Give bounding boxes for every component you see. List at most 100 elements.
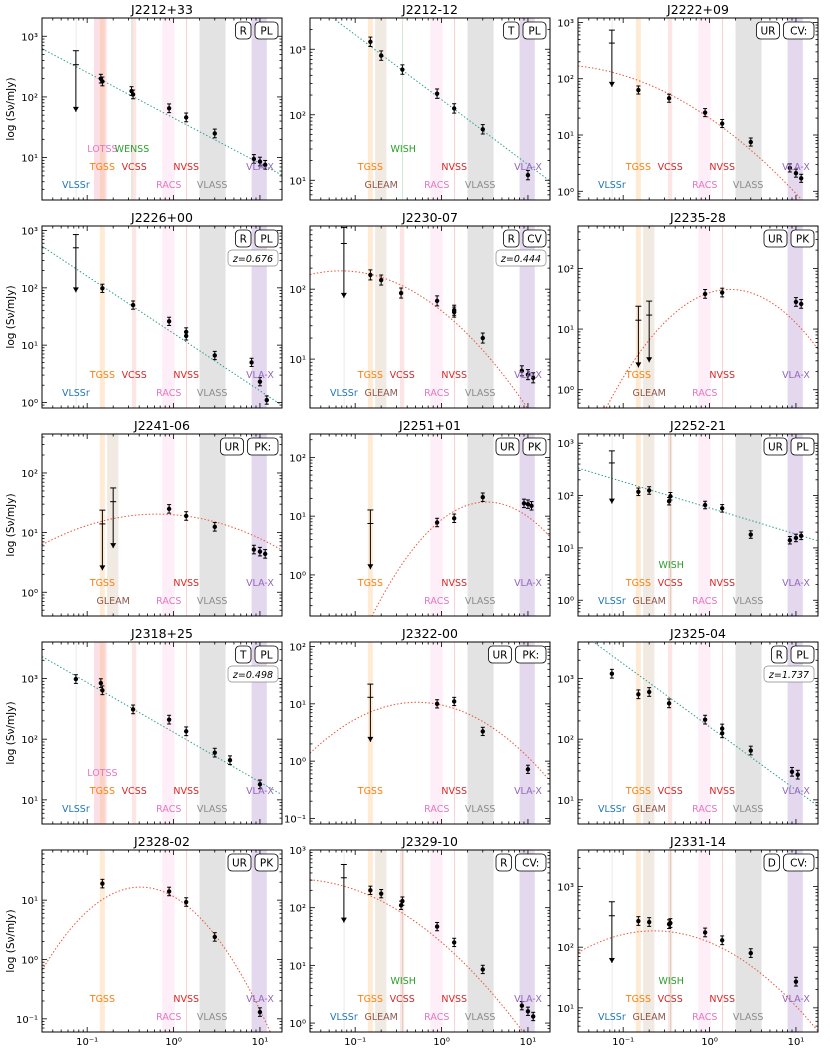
badge-label: PK: — [522, 650, 539, 662]
survey-label: VLSSr — [62, 180, 90, 191]
y-tick-label: 10² — [21, 469, 38, 480]
survey-label: VLSSr — [62, 804, 90, 815]
data-point — [398, 290, 404, 296]
survey-band — [251, 642, 267, 824]
data-point — [183, 513, 189, 519]
survey-label: NVSS — [441, 578, 467, 589]
survey-band — [467, 226, 494, 408]
data-point — [480, 335, 485, 341]
survey-band — [519, 642, 535, 824]
survey-label: LOTSS — [87, 768, 117, 779]
panel-title: J2329-10 — [401, 834, 458, 849]
fit-line — [310, 879, 524, 1032]
badge-label: T — [239, 650, 247, 662]
survey-band — [643, 642, 655, 824]
data-point — [257, 782, 263, 787]
survey-label: NVSS — [709, 578, 735, 589]
y-tick-label: 10² — [289, 111, 306, 122]
plot-frame — [41, 17, 283, 201]
survey-label: RACS — [692, 596, 717, 607]
data-point — [636, 692, 641, 697]
class-badge — [495, 437, 520, 456]
survey-label: VLSSr — [598, 804, 626, 815]
fit-line — [310, 701, 550, 782]
data-point — [183, 115, 189, 120]
fit-line — [42, 48, 282, 176]
survey-band — [698, 850, 711, 1032]
survey-band — [722, 18, 724, 200]
survey-label: GLEAM — [364, 1012, 397, 1023]
x-tick-label: 10⁻¹ — [344, 1037, 366, 1048]
data-point — [434, 924, 440, 929]
y-tick-label: 10¹ — [21, 154, 38, 165]
survey-label: NVSS — [173, 994, 199, 1005]
y-tick-label: 10¹ — [289, 176, 306, 187]
survey-band — [735, 434, 762, 616]
redshift-badge — [495, 249, 547, 267]
survey-label: VCSS — [122, 786, 147, 797]
panel-title: J2222+09 — [666, 2, 729, 17]
survey-label: VLA-X — [514, 786, 542, 797]
y-tick-label: 10² — [557, 75, 574, 86]
fit-line — [331, 18, 550, 182]
data-point — [166, 889, 172, 894]
survey-band — [787, 434, 803, 616]
y-tick-label: 10⁰ — [289, 571, 306, 582]
survey-band — [670, 434, 672, 616]
survey-label: TGSS — [625, 786, 651, 797]
class-badge — [220, 437, 244, 456]
y-tick-label: 10⁰ — [289, 757, 306, 768]
survey-band — [186, 850, 188, 1032]
data-point — [249, 360, 254, 365]
data-point — [702, 502, 708, 508]
badge-label: PL — [260, 650, 272, 662]
data-point — [257, 549, 263, 554]
class-badge — [503, 21, 520, 40]
data-point — [748, 532, 753, 537]
survey-label: VLA-X — [782, 578, 810, 589]
class-badge — [235, 21, 252, 40]
survey-band — [735, 18, 762, 200]
survey-label: VLASS — [465, 596, 496, 607]
data-point — [666, 701, 672, 706]
y-tick-label: 10² — [557, 492, 574, 503]
survey-label: VLASS — [733, 804, 764, 815]
badge-label: UR — [225, 442, 240, 454]
data-point — [100, 688, 105, 693]
y-tick-label: 10¹ — [289, 355, 306, 366]
survey-band — [787, 226, 803, 408]
y-tick-label: 10² — [21, 93, 38, 104]
data-point — [251, 156, 257, 162]
survey-band — [519, 18, 535, 200]
survey-label: VLASS — [197, 180, 228, 191]
y-tick-label: 10⁻¹ — [284, 814, 306, 825]
plot-frame — [309, 641, 551, 825]
survey-band — [99, 18, 105, 200]
y-axis-label: log (Sν/mJy) — [5, 77, 17, 140]
class-badge — [522, 21, 547, 40]
panel-title: J2325-04 — [669, 626, 726, 641]
class-badge — [247, 437, 279, 456]
data-point — [719, 731, 725, 736]
survey-band — [635, 434, 641, 616]
data-point — [434, 298, 440, 304]
class-badge — [522, 437, 547, 456]
survey-band — [519, 226, 535, 408]
fit-line — [310, 270, 529, 408]
data-point — [480, 495, 485, 500]
sed-panel: VLSSr TGSS GLEAM WISH VCSS NVSS RACS VLASS VLA-X… — [557, 834, 819, 1048]
data-point — [519, 368, 525, 374]
data-point — [525, 172, 531, 178]
data-point — [798, 533, 804, 539]
survey-label: VLA-X — [782, 994, 810, 1005]
class-badge — [790, 229, 815, 248]
class-badge — [783, 853, 815, 872]
badge-label: R — [500, 858, 507, 870]
data-point — [521, 501, 527, 506]
survey-band — [430, 850, 443, 1032]
data-point — [166, 717, 172, 722]
survey-band — [367, 18, 373, 200]
data-point — [793, 535, 799, 541]
survey-label: NVSS — [709, 370, 735, 381]
survey-label: VLASS — [465, 388, 496, 399]
